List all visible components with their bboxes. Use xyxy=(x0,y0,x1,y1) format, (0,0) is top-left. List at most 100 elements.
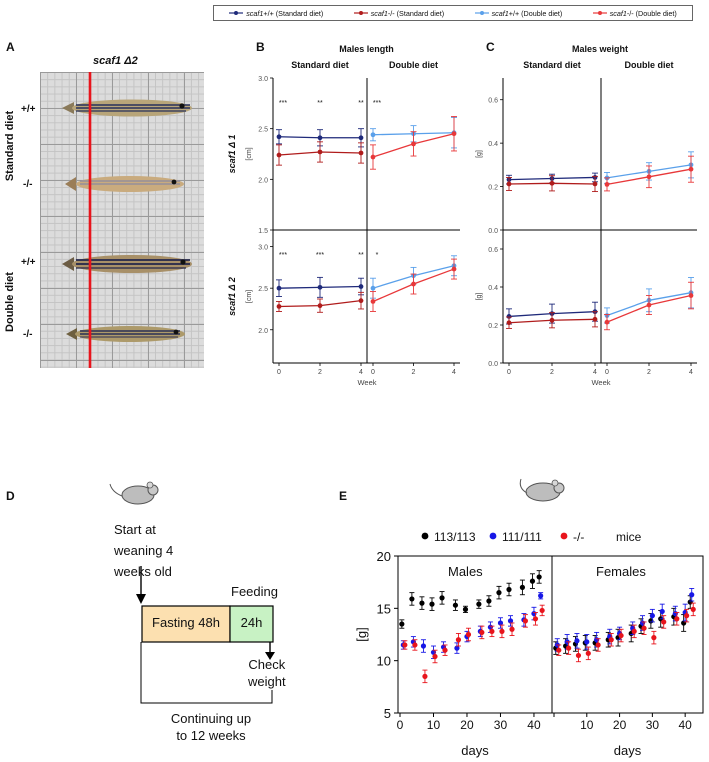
feeding-label: Feeding xyxy=(231,584,278,599)
chart-e-males-point-1-5 xyxy=(454,645,460,651)
chart-B-row1-ytick-label-2: 3.0 xyxy=(258,245,268,252)
chart-B-row0-standard-point-0-2 xyxy=(358,135,364,141)
chart-B-row0-standard-point-1-0 xyxy=(276,152,282,158)
chart-B-row1-ytick-label-0: 2.0 xyxy=(258,328,268,335)
chart-B-row0-double-point-1-0 xyxy=(370,154,376,160)
chart-C-row0-standard-point-1-2 xyxy=(592,181,598,187)
chart-e-males-point-2-13 xyxy=(539,607,545,614)
chart-B-row0-standard-point-1-2 xyxy=(358,150,364,156)
chart-e-xtick-label-m-0: 0 xyxy=(397,718,404,732)
chart-C-row0-ytick-label-1: 0.2 xyxy=(488,185,498,192)
chart-B-row1-standard-point-0-0 xyxy=(276,285,282,291)
chart-e-xtick-label-m-3: 30 xyxy=(494,718,508,732)
chart-C-row0-standard-point-1-1 xyxy=(549,180,555,186)
continuing-text: Continuing up to 12 weeks xyxy=(163,710,259,744)
chart-e-males-point-2-12 xyxy=(532,616,539,622)
start-text: Start at weaning 4 weeks old xyxy=(114,519,173,582)
chart-C-row0-double-point-1-1 xyxy=(646,174,652,180)
chart-C-row1-standard-point-1-1 xyxy=(549,317,555,323)
chart-C-row1-standard-point-1-0 xyxy=(506,320,512,326)
chart-e-males-point-0-5 xyxy=(452,602,459,608)
chart-e-ylabel: [g] xyxy=(354,627,369,641)
feeding-box xyxy=(229,605,274,643)
chart-C-row1-ytick-label-2: 0.4 xyxy=(488,285,498,292)
chart-e-ytick-label-1: 10 xyxy=(377,654,391,669)
chart-C-row0-ylabel: [g] xyxy=(476,150,483,158)
genotype-label-1: +/+ xyxy=(21,104,36,115)
chart-B-row1-double-point-0-0 xyxy=(370,285,376,291)
chart-B-row0-ytick-label-1: 2.0 xyxy=(258,177,268,184)
chart-C-row1-double-point-1-1 xyxy=(646,302,652,308)
continuing-text-line-1: Continuing up xyxy=(170,711,252,726)
fish-photo-drawing xyxy=(62,72,192,368)
chart-e-ytick-label-2: 15 xyxy=(377,601,391,616)
chart-e-xlabel-f: days xyxy=(614,743,642,758)
chart-e-xtick-label-m-1: 10 xyxy=(427,718,441,732)
chart-e-xtick-label-f-4: 40 xyxy=(678,718,692,732)
chart-e-ytick-label-3: 20 xyxy=(377,549,391,564)
legend-e-label-0: 113/113 xyxy=(434,530,476,544)
chart-e-females-point-2-5 xyxy=(608,637,614,643)
chart-C-col-standard: Standard diet xyxy=(523,60,581,70)
chart-e-facet-females: Females xyxy=(596,564,646,579)
chart-e-males-point-0-4 xyxy=(439,595,445,601)
legend-gene-2: scaf1 xyxy=(370,8,388,18)
panel-letter-a: A xyxy=(6,40,15,54)
genotype-label-2: -/- xyxy=(23,179,33,190)
chart-B-row0-standard-point-1-1 xyxy=(317,149,323,155)
chart-B-row1-standard-point-1-0 xyxy=(276,304,282,309)
chart-B-row1-standard-point-0-1 xyxy=(317,284,323,290)
legend-entry-4: scaf1 -/- (Double diet) xyxy=(592,8,677,18)
legend-swatch-3 xyxy=(474,11,489,15)
chart-e-males-point-2-9 xyxy=(499,628,505,634)
start-text-line-1: Start at xyxy=(114,522,156,537)
chart-C-row1-ytick-label-1: 0.2 xyxy=(488,323,498,330)
chart-e-females-point-1-10 xyxy=(659,608,665,615)
legend-gene-4: scaf1 xyxy=(609,8,627,18)
fasting-box xyxy=(141,605,231,643)
chart-e-females-point-2-4 xyxy=(595,642,601,648)
chart-B-row1-standard-sig-2: ** xyxy=(358,252,364,259)
chart-e-males-point-1-9 xyxy=(497,620,504,626)
chart-e-frame xyxy=(397,555,704,714)
chart-e-females-point-2-8 xyxy=(641,625,647,631)
chart-C-row1-ytick-label-3: 0.6 xyxy=(488,247,498,254)
fish-3 xyxy=(62,255,192,273)
chart-B-row1-standard-point-1-1 xyxy=(317,303,323,309)
fish-4 xyxy=(66,326,185,342)
chart-e-males-point-2-10 xyxy=(509,626,515,632)
chart-B-row1-ylabel: [cm] xyxy=(246,290,253,303)
top-legend: scaf1 +/+ (Standard diet) scaf1 -/- (Stan… xyxy=(213,5,693,21)
chart-B-row0-ytick-label-2: 2.5 xyxy=(258,127,268,134)
chart-e-females-point-2-10 xyxy=(661,619,667,625)
chart-B-row0-standard-sig-2: ** xyxy=(358,100,364,107)
chart-C-row0-ytick-label-2: 0.4 xyxy=(488,141,498,148)
chart-C-xlabel: Week xyxy=(591,378,610,387)
chart-C-title: Males weight xyxy=(572,44,628,54)
legend-gene-1: scaf1 xyxy=(246,8,264,18)
chart-C-xtick-label-1-2: 4 xyxy=(689,369,693,376)
start-text-line-2: weaning 4 xyxy=(114,543,174,558)
chart-B-row0-standard-point-0-1 xyxy=(317,135,323,141)
chart-C-row0-ytick-label-3: 0.6 xyxy=(488,98,498,105)
mouse-icon-d xyxy=(109,481,159,505)
chart-B-col-double: Double diet xyxy=(389,60,438,70)
chart-B-title: Males length xyxy=(339,44,394,54)
chart-e-females-point-2-1 xyxy=(566,645,572,651)
chart-e-xlabel-m: days xyxy=(461,743,489,758)
chart-e-males-point-2-3 xyxy=(432,653,438,660)
chart-B-row1-double-point-1-1 xyxy=(411,281,416,287)
chart-B-row0-standard-point-0-0 xyxy=(276,134,282,140)
chart-B-row0-standard-sig-1: ** xyxy=(317,100,323,107)
chart-C-xtick-label-0-2: 4 xyxy=(593,369,597,376)
chart-e-females-point-2-0 xyxy=(556,647,562,653)
chart-e-males-point-0-6 xyxy=(462,606,469,612)
chart-e-females-point-2-12 xyxy=(684,613,690,619)
chart-e-females-point-2-2 xyxy=(575,652,582,659)
chart-C-row0-double-point-1-0 xyxy=(604,182,610,187)
legend-e-dot-0 xyxy=(421,532,429,540)
chart-e-females-point-2-3 xyxy=(585,650,591,656)
legend-swatch-4 xyxy=(592,11,607,15)
legend-swatch-1 xyxy=(229,11,244,15)
